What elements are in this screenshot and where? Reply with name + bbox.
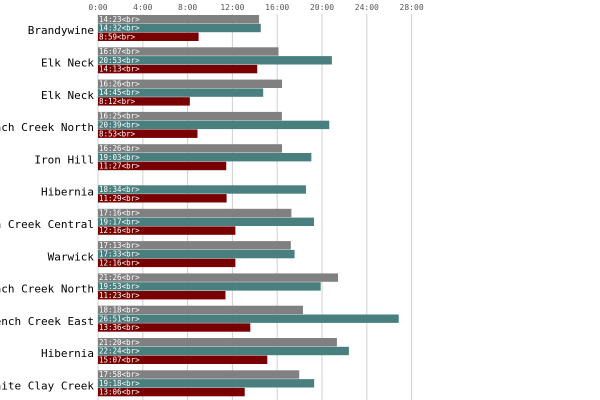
bar <box>98 305 303 315</box>
bar <box>98 226 236 235</box>
gridlines <box>97 14 413 400</box>
x-tick-label: 12:00 <box>220 3 244 12</box>
bar-value-label: 11:27<br> <box>99 162 140 171</box>
bar-value-label: 16:26<br> <box>99 79 140 88</box>
category-label: French Creek North <box>0 283 94 296</box>
bar-value-label: 17:16<br> <box>99 209 140 218</box>
bar-value-label: 19:53<br> <box>99 282 140 291</box>
bars: 14:23<br> 16:07<br> 16:26<br> 16:25<br> 16:2… <box>98 15 399 397</box>
bar <box>98 64 258 74</box>
bar-value-label: 17:33<br> <box>99 250 140 259</box>
bar <box>98 291 226 300</box>
bar-value-label: 14:23<br> <box>99 15 140 24</box>
bar <box>98 387 245 397</box>
bar <box>98 15 260 24</box>
category-labels: Brandywine Elk Neck Elk Neck French Creek N… <box>0 24 94 392</box>
bar-value-label: 17:58<br> <box>99 370 140 379</box>
bar-value-label: 16:25<br> <box>99 112 140 121</box>
category-label: French Creek East <box>0 315 94 328</box>
bar <box>98 23 261 33</box>
bar <box>98 120 330 130</box>
bar <box>98 79 283 88</box>
bar <box>98 346 349 356</box>
bar <box>98 111 282 121</box>
bar <box>98 258 236 268</box>
bar-value-label: 26:51<br> <box>99 314 140 323</box>
category-label: Hibernia <box>41 186 94 199</box>
bar-value-label: 14:32<br> <box>99 24 140 33</box>
bar <box>98 88 264 97</box>
bar-value-label: 20:53<br> <box>99 56 140 65</box>
x-tick-label: 28:00 <box>400 3 424 12</box>
bar-value-label: 19:18<br> <box>99 379 140 388</box>
bar <box>98 282 321 291</box>
x-axis-ticks: 0:00 4:00 8:00 12:00 16:00 20:00 24:00 28:00 <box>88 3 423 12</box>
category-label: Elk Neck <box>41 89 94 102</box>
bar <box>98 370 300 379</box>
x-tick-label: 8:00 <box>178 3 197 12</box>
bar-value-label: 14:13<br> <box>99 65 140 74</box>
x-tick-label: 20:00 <box>310 3 334 12</box>
category-label: French Creek Central <box>0 218 94 231</box>
bar-value-label: 12:16<br> <box>99 259 140 268</box>
category-label: White Clay Creek <box>0 379 94 392</box>
bar-value-label: 15:07<br> <box>99 355 140 364</box>
bar <box>98 314 399 323</box>
bar <box>98 323 251 332</box>
bar <box>98 161 227 171</box>
bar-value-label: 18:34<br> <box>99 185 140 194</box>
bar <box>98 338 337 347</box>
bar-value-label: 21:20<br> <box>99 338 140 347</box>
category-label: Hibernia <box>41 347 94 360</box>
category-label: Warwick <box>48 250 95 263</box>
x-tick-label: 16:00 <box>265 3 289 12</box>
category-label: Brandywine <box>28 24 94 37</box>
bar-value-label: 19:17<br> <box>99 217 140 226</box>
bar-value-label: 13:36<br> <box>99 323 140 332</box>
bar <box>98 56 332 65</box>
bar-value-label: 13:06<br> <box>99 388 140 397</box>
x-tick-label: 0:00 <box>88 3 107 12</box>
bar <box>98 208 292 218</box>
bar <box>98 153 312 162</box>
bar <box>98 185 306 194</box>
category-label: French Creek North <box>0 121 94 134</box>
bar <box>98 129 198 138</box>
bar-value-label: 16:07<br> <box>99 47 140 56</box>
bar <box>98 194 227 203</box>
bar <box>98 249 295 259</box>
bar-value-label: 11:29<br> <box>99 194 140 203</box>
bar <box>98 144 283 153</box>
bar <box>98 47 279 56</box>
bar <box>98 97 190 106</box>
bar-value-label: 8:53<br> <box>99 129 136 138</box>
bar-value-label: 12:16<br> <box>99 226 140 235</box>
bar-value-label: 19:03<br> <box>99 153 140 162</box>
bar <box>98 32 199 41</box>
bar-value-label: 18:18<br> <box>99 306 140 315</box>
bar-value-label: 20:39<br> <box>99 121 140 130</box>
bar <box>98 379 315 388</box>
bar-value-label: 17:13<br> <box>99 241 140 250</box>
bar-value-label: 8:12<br> <box>99 97 136 106</box>
bar <box>98 355 268 364</box>
bar-value-label: 11:23<br> <box>99 291 140 300</box>
category-label: Elk Neck <box>41 56 94 69</box>
x-tick-label: 4:00 <box>133 3 152 12</box>
category-label: Iron Hill <box>34 153 94 166</box>
bar-value-label: 8:59<br> <box>99 32 136 41</box>
x-tick-label: 24:00 <box>355 3 379 12</box>
bar <box>98 273 339 282</box>
bar <box>98 217 314 226</box>
bar-value-label: 14:45<br> <box>99 88 140 97</box>
bar-value-label: 16:26<br> <box>99 144 140 153</box>
bar-value-label: 21:26<br> <box>99 273 140 282</box>
bar <box>98 241 291 250</box>
bar-value-label: 22:24<br> <box>99 347 140 356</box>
